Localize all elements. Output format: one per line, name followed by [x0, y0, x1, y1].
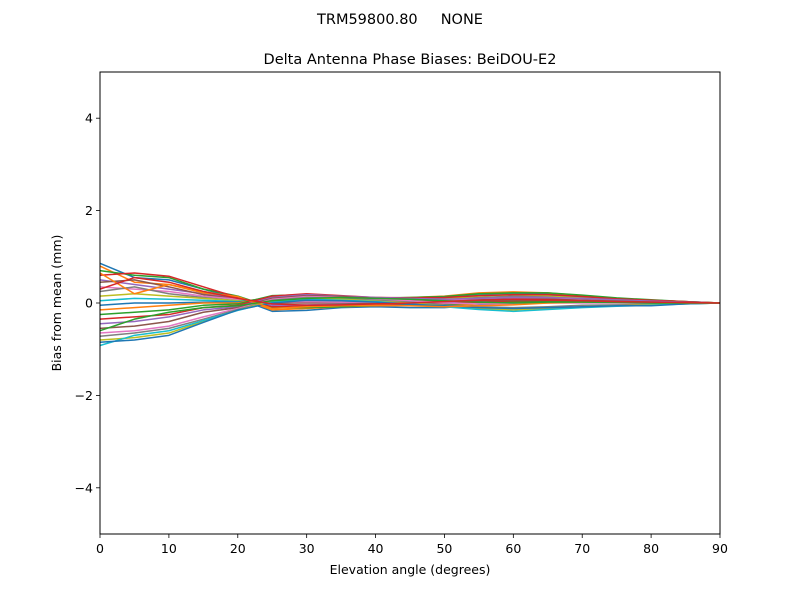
x-tick-label-80: 80: [643, 541, 659, 556]
y-tick-label-4: 4: [85, 111, 93, 126]
x-tick-label-40: 40: [368, 541, 384, 556]
series-line-15: [99, 293, 721, 325]
y-tick-label-0: 0: [85, 296, 93, 311]
chart-title: Delta Antenna Phase Biases: BeiDOU-E2: [264, 52, 557, 68]
y-tick-label-2: 2: [85, 203, 93, 218]
figure-suptitle: TRM59800.80 NONE: [316, 12, 483, 28]
x-tick-label-60: 60: [505, 541, 521, 556]
series-layer: [99, 262, 721, 347]
x-tick-label-50: 50: [436, 541, 452, 556]
x-tick-label-20: 20: [230, 541, 246, 556]
x-tick-label-70: 70: [574, 541, 590, 556]
y-axis-label: Bias from mean (mm): [49, 235, 64, 372]
series-line-24: [99, 276, 721, 307]
y-tick-label--2: −2: [75, 388, 93, 403]
x-axis-label: Elevation angle (degrees): [330, 562, 491, 577]
x-tick-label-30: 30: [299, 541, 315, 556]
y-tick-label--4: −4: [75, 480, 93, 495]
series-line-23: [99, 296, 720, 332]
x-tick-label-90: 90: [712, 541, 728, 556]
y-axis: −4 −2 0 2 4: [75, 111, 100, 495]
series-line-18: [99, 296, 721, 338]
x-tick-label-0: 0: [96, 541, 104, 556]
x-axis: 0 10 20 30 40 50 60 70 80 90: [96, 534, 728, 556]
x-tick-label-10: 10: [161, 541, 177, 556]
series-line-21: [99, 299, 721, 344]
